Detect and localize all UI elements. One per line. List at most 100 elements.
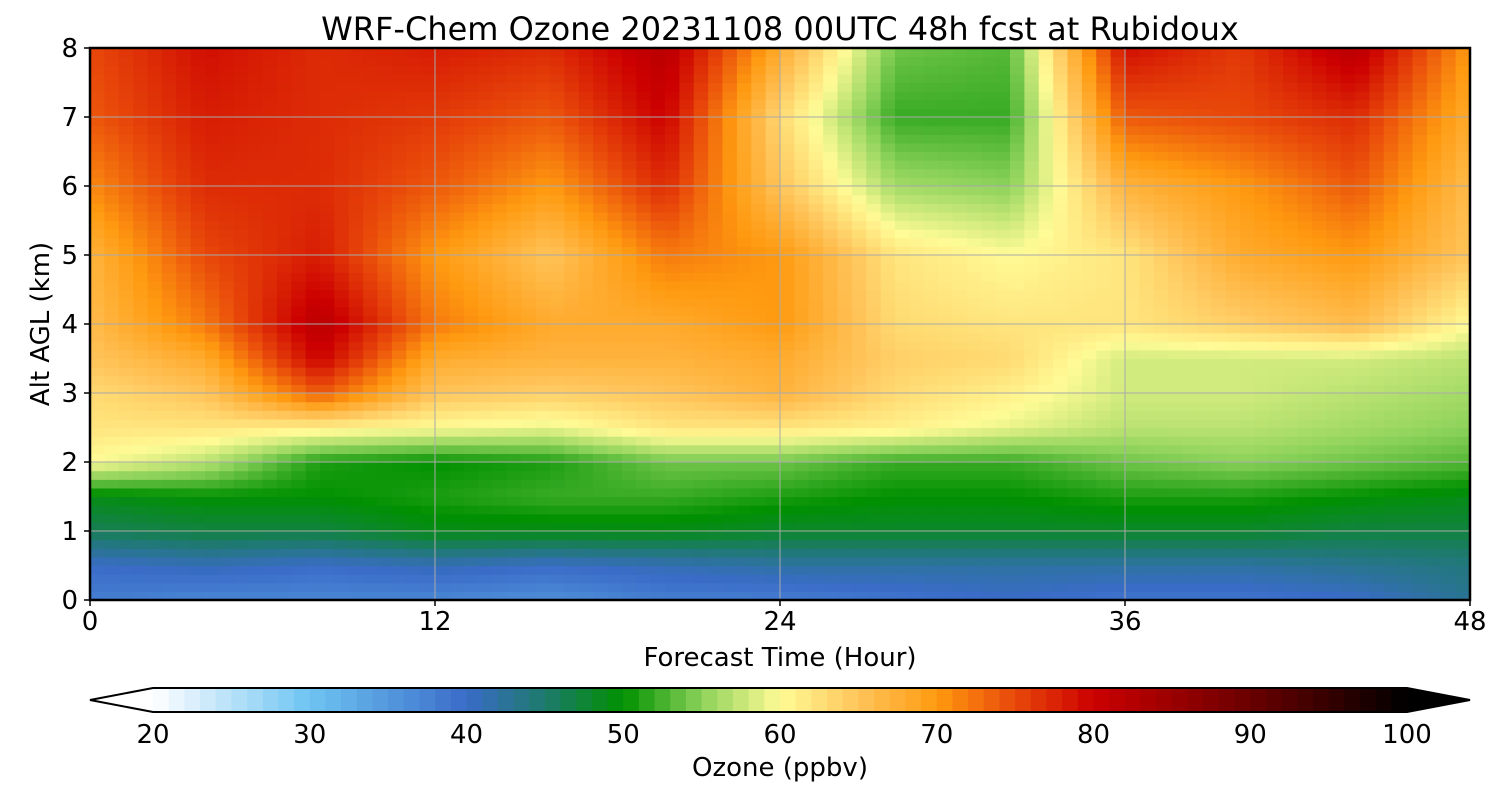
heatmap-cell (1254, 393, 1270, 403)
heatmap-cell (118, 160, 134, 170)
heatmap-cell (1441, 177, 1457, 187)
heatmap-cell (1153, 505, 1169, 515)
heatmap-cell (995, 203, 1011, 213)
heatmap-cell (291, 574, 307, 584)
heatmap-cell (205, 358, 220, 368)
heatmap-cell (1096, 496, 1112, 506)
heatmap-cell (1081, 255, 1097, 265)
heatmap-cell (866, 367, 882, 377)
heatmap-cell (435, 229, 450, 239)
heatmap-cell (1268, 401, 1284, 411)
heatmap-cell (1038, 272, 1054, 282)
heatmap-cell (665, 427, 680, 437)
heatmap-cell (636, 556, 652, 567)
heatmap-cell (823, 453, 839, 463)
heatmap-cell (765, 246, 781, 256)
heatmap-cell (1024, 177, 1040, 187)
heatmap-cell (765, 462, 781, 472)
heatmap-cell (535, 453, 551, 463)
heatmap-cell (1283, 401, 1299, 411)
heatmap-cell (104, 280, 120, 291)
heatmap-cell (1383, 186, 1399, 196)
heatmap-cell (765, 151, 781, 161)
heatmap-cell (305, 444, 321, 454)
heatmap-cell (736, 582, 752, 592)
heatmap-cell (1441, 375, 1457, 385)
heatmap-cell (923, 280, 939, 291)
heatmap-cell (233, 306, 249, 316)
heatmap-cell (679, 211, 695, 222)
heatmap-cell (161, 462, 177, 472)
heatmap-cell (1038, 582, 1054, 592)
heatmap-cell (736, 341, 752, 351)
heatmap-cell (449, 410, 465, 420)
heatmap-cell (1110, 177, 1126, 187)
heatmap-cell (233, 332, 249, 342)
heatmap-cell (1355, 393, 1370, 403)
heatmap-cell (1311, 272, 1327, 282)
heatmap-cell (334, 591, 350, 600)
heatmap-cell (693, 280, 709, 291)
heatmap-cell (751, 384, 767, 394)
heatmap-cell (391, 349, 407, 360)
heatmap-cell (1125, 479, 1140, 489)
heatmap-cell (995, 418, 1011, 429)
heatmap-cell (276, 591, 292, 600)
heatmap-cell (650, 203, 666, 213)
heatmap-cell (147, 203, 163, 213)
heatmap-cell (190, 496, 206, 506)
heatmap-cell (1311, 462, 1327, 472)
heatmap-cell (966, 168, 982, 178)
heatmap-cell (1455, 582, 1470, 592)
heatmap-cell (966, 591, 982, 600)
heatmap-cell (1067, 298, 1083, 308)
heatmap-cell (1053, 194, 1069, 204)
heatmap-cell (1067, 367, 1083, 377)
heatmap-cell (1340, 513, 1356, 523)
heatmap-cell (708, 263, 724, 273)
heatmap-cell (320, 194, 335, 204)
heatmap-cell (1326, 151, 1342, 161)
heatmap-cell (190, 384, 206, 394)
heatmap-cell (823, 298, 839, 308)
heatmap-cell (938, 444, 954, 454)
heatmap-cell (607, 470, 623, 480)
heatmap-cell (1340, 315, 1356, 325)
heatmap-cell (708, 160, 724, 170)
heatmap-cell (780, 462, 795, 472)
heatmap-cell (1067, 505, 1083, 515)
heatmap-cell (147, 513, 163, 523)
heatmap-cell (1283, 591, 1299, 600)
heatmap-cell (780, 436, 795, 446)
heatmap-cell (1340, 324, 1356, 334)
heatmap-cell (938, 384, 954, 394)
heatmap-cell (1096, 151, 1112, 161)
heatmap-cell (1211, 220, 1227, 230)
heatmap-cell (391, 229, 407, 239)
heatmap-cell (1038, 565, 1054, 575)
heatmap-cell (291, 487, 307, 498)
heatmap-cell (1441, 263, 1457, 273)
heatmap-cell (219, 375, 235, 385)
heatmap-cell (147, 289, 163, 299)
heatmap-cell (607, 237, 623, 247)
heatmap-cell (1196, 263, 1212, 273)
heatmap-cell (133, 375, 149, 385)
heatmap-cell (492, 591, 508, 600)
heatmap-cell (1168, 168, 1184, 178)
heatmap-cell (1067, 160, 1083, 170)
heatmap-cell (823, 211, 839, 222)
heatmap-cell (1340, 289, 1356, 299)
heatmap-cell (751, 393, 767, 403)
heatmap-cell (665, 582, 680, 592)
heatmap-cell (1010, 496, 1025, 506)
heatmap-cell (780, 194, 795, 204)
heatmap-cell (1067, 565, 1083, 575)
heatmap-cell (535, 306, 551, 316)
heatmap-cell (1081, 574, 1097, 584)
heatmap-cell (262, 341, 278, 351)
heatmap-cell (305, 177, 321, 187)
heatmap-cell (981, 160, 997, 170)
heatmap-cell (1283, 358, 1299, 368)
heatmap-cell (506, 582, 522, 592)
